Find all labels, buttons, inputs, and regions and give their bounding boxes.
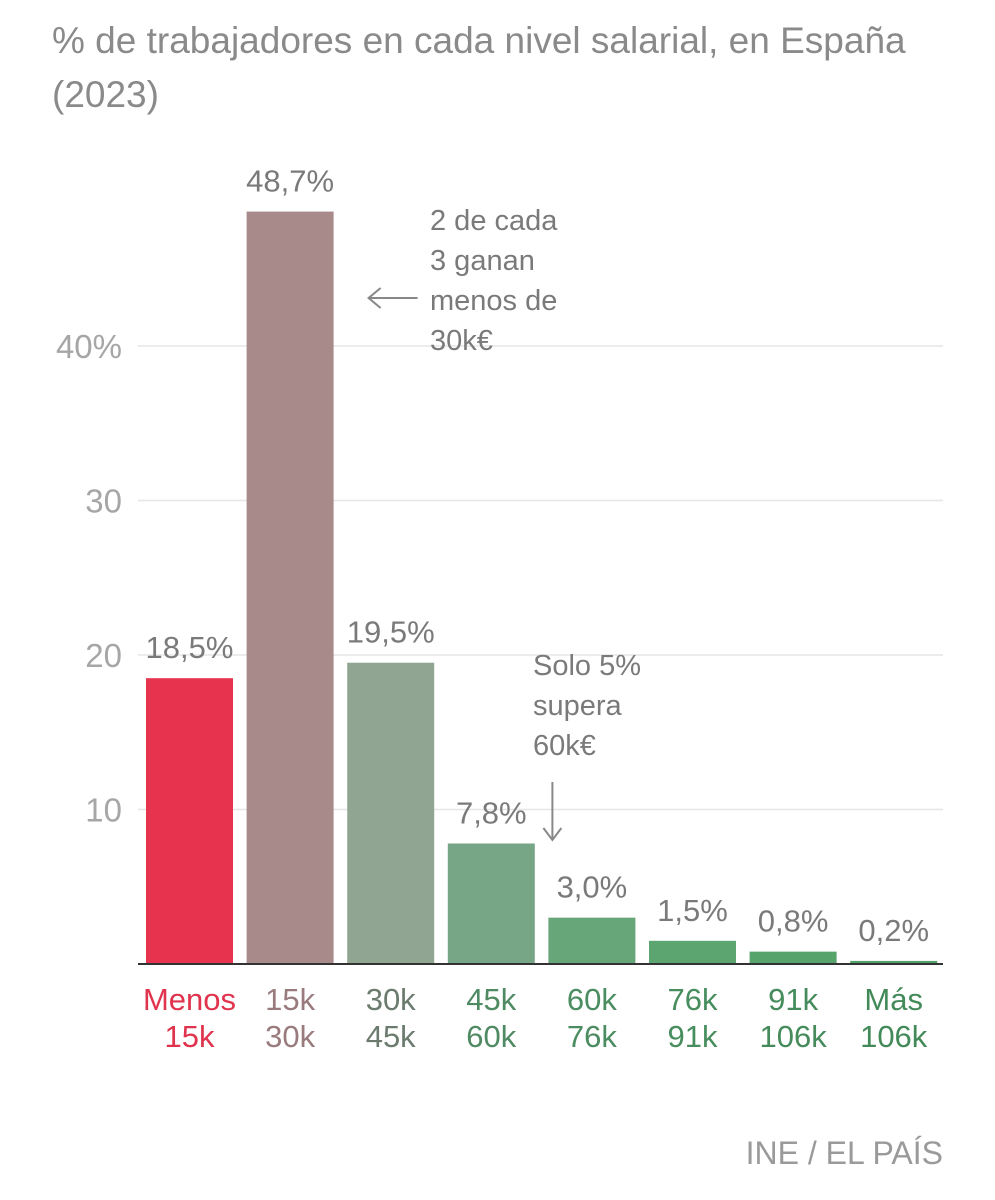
x-tick-label: 60k [567, 982, 617, 1017]
x-tick-label: 76k [567, 1019, 617, 1054]
bar [246, 211, 334, 964]
annotation-text: 3 ganan [430, 245, 535, 277]
x-tick-label: 45k [366, 1019, 416, 1054]
data-label: 3,0% [557, 870, 628, 905]
bar [850, 960, 938, 964]
source-credit: INE / EL PAÍS [745, 1135, 943, 1171]
data-label: 0,8% [758, 904, 829, 939]
annotation-text: 2 de cada [430, 205, 558, 237]
y-tick-label: 40% [56, 328, 122, 365]
data-label: 0,2% [858, 913, 929, 948]
x-tick-label: Menos [143, 982, 236, 1017]
chart-title: % de trabajadores en cada nivel salarial… [52, 20, 906, 115]
x-tick-label: Más [864, 982, 923, 1017]
x-tick-label: 45k [466, 982, 516, 1017]
x-tick-label: 60k [466, 1019, 516, 1054]
annotation-text: supera [533, 690, 623, 722]
x-tick-label: 15k [165, 1019, 215, 1054]
bar [347, 662, 435, 964]
bar [548, 917, 636, 964]
data-label: 48,7% [246, 164, 334, 199]
data-label: 19,5% [347, 615, 435, 650]
annotation-text: 30k€ [430, 325, 493, 357]
x-tick-label: 30k [265, 1019, 315, 1054]
x-tick-label: 30k [366, 982, 416, 1017]
data-label: 1,5% [657, 893, 728, 928]
annotation-text: menos de [430, 285, 557, 317]
y-tick-label: 30 [85, 483, 122, 520]
y-tick-label: 20 [85, 637, 122, 674]
bar [749, 951, 837, 964]
x-tick-label: 91k [668, 1019, 718, 1054]
annotation-arrow [367, 287, 418, 309]
x-tick-label: 15k [265, 982, 315, 1017]
x-tick-label: 91k [768, 982, 818, 1017]
bar [447, 843, 535, 964]
x-tick-label: 76k [668, 982, 718, 1017]
x-tick-label: 106k [759, 1019, 827, 1054]
bar [649, 940, 736, 964]
annotation-text: Solo 5% [533, 650, 641, 682]
annotation-arrow [542, 782, 563, 842]
bar [146, 678, 233, 964]
y-tick-label: 10 [85, 792, 122, 829]
annotation-text: 60k€ [533, 730, 596, 762]
x-tick-label: 106k [860, 1019, 928, 1054]
data-label: 7,8% [456, 795, 527, 830]
data-label: 18,5% [146, 630, 234, 665]
